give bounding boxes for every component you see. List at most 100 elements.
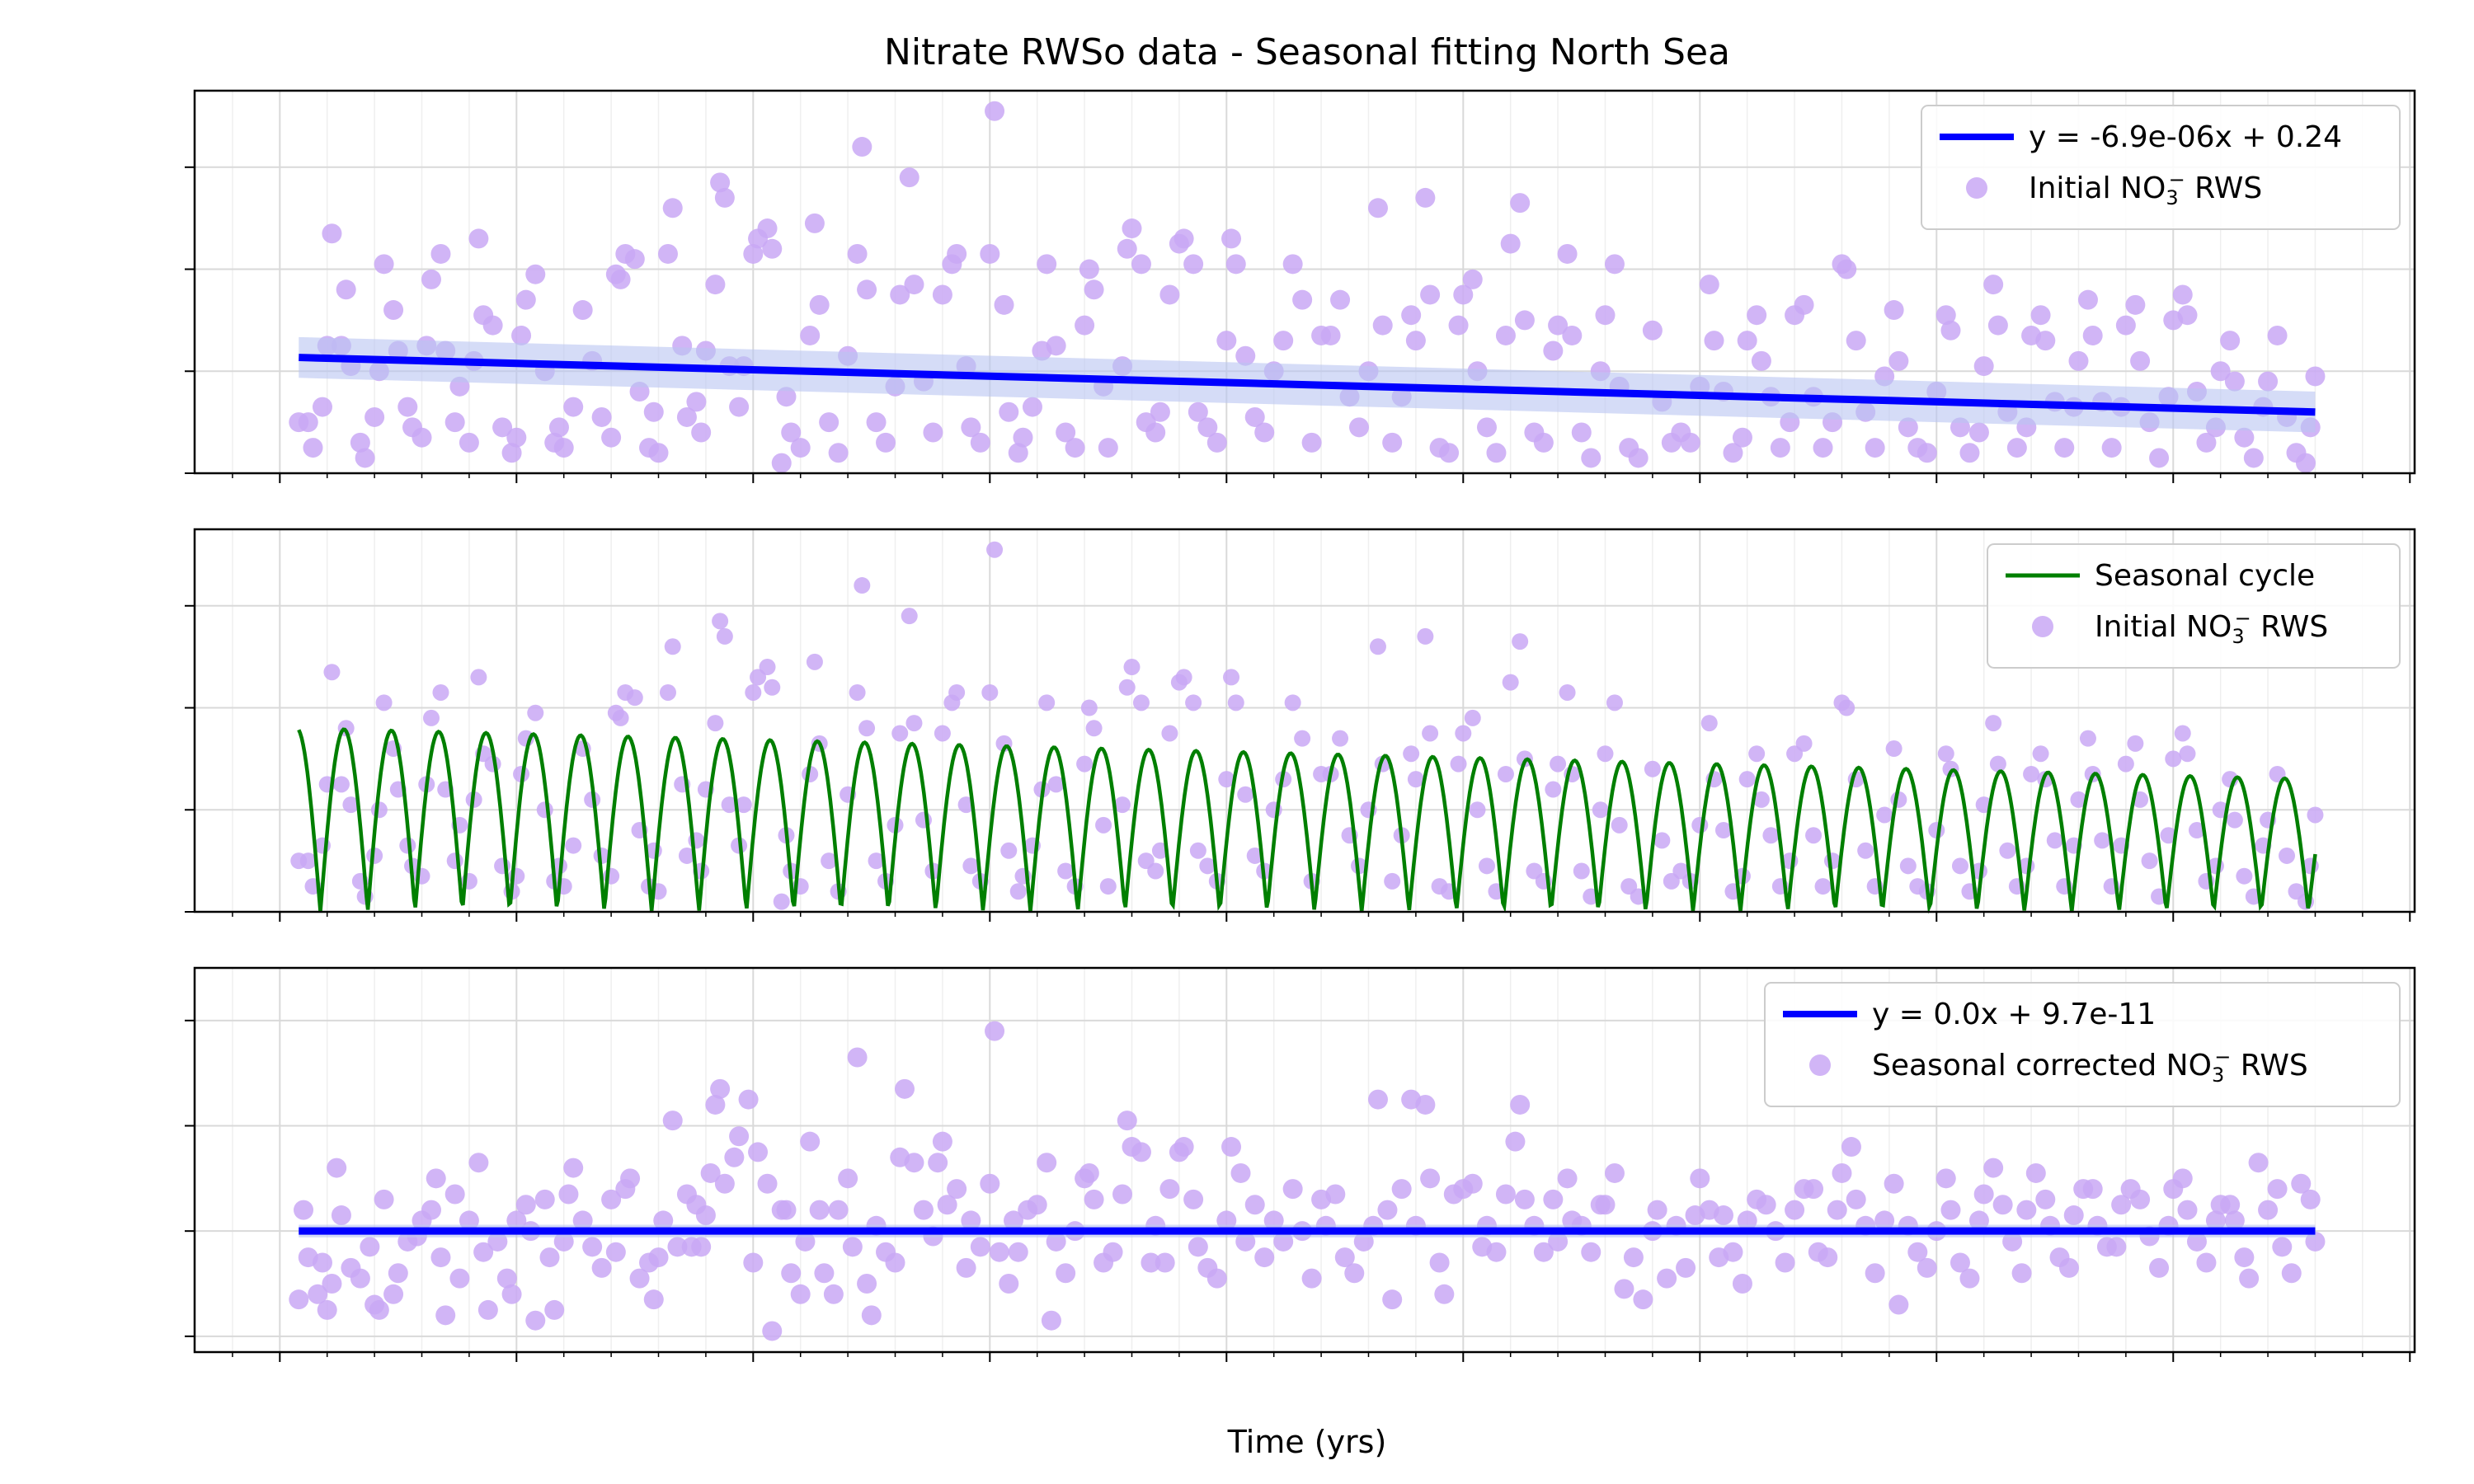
data-point bbox=[1805, 827, 1823, 844]
data-point bbox=[691, 1237, 712, 1257]
axes-frame bbox=[193, 966, 2416, 1354]
data-point bbox=[738, 1089, 759, 1110]
data-point bbox=[1642, 320, 1663, 340]
data-point bbox=[2160, 827, 2177, 844]
data-point bbox=[626, 689, 643, 707]
data-point bbox=[525, 264, 546, 284]
data-point bbox=[1422, 725, 1439, 742]
data-point bbox=[904, 275, 924, 295]
data-point bbox=[1131, 254, 1151, 275]
data-point bbox=[1973, 356, 1994, 377]
data-point bbox=[2094, 832, 2111, 849]
data-point bbox=[806, 653, 823, 670]
data-point bbox=[743, 243, 764, 264]
data-point bbox=[553, 438, 574, 458]
data-point bbox=[712, 613, 729, 630]
legend-label: Seasonal corrected NO3− RWS bbox=[1872, 1045, 2308, 1087]
data-point bbox=[2300, 1189, 2321, 1209]
data-point bbox=[565, 837, 582, 854]
data-point bbox=[828, 1200, 849, 1220]
data-point bbox=[1076, 755, 1094, 773]
data-point bbox=[1785, 1200, 1805, 1220]
data-point bbox=[1084, 1189, 1104, 1209]
data-point bbox=[1403, 745, 1420, 763]
data-point bbox=[582, 1237, 603, 1257]
data-point bbox=[388, 1263, 408, 1284]
data-point bbox=[1117, 238, 1137, 259]
data-point bbox=[894, 1078, 915, 1099]
data-point bbox=[1804, 1179, 1824, 1200]
data-point bbox=[1391, 1179, 1412, 1200]
data-point bbox=[1478, 857, 1495, 875]
data-point bbox=[1188, 1237, 1208, 1257]
data-point bbox=[1762, 827, 1780, 844]
data-point bbox=[1206, 1268, 1227, 1289]
data-point bbox=[710, 172, 731, 193]
data-point bbox=[1647, 1200, 1667, 1220]
data-point bbox=[2177, 1200, 2198, 1220]
x-axis-label: Time (yrs) bbox=[1227, 1424, 1387, 1460]
data-point bbox=[422, 709, 440, 726]
data-point bbox=[444, 412, 465, 433]
data-point bbox=[2082, 1179, 2103, 1200]
data-point bbox=[1595, 305, 1616, 326]
data-point bbox=[847, 1047, 868, 1068]
data-point bbox=[1301, 1268, 1322, 1289]
data-point bbox=[449, 1268, 470, 1289]
data-point bbox=[430, 1247, 451, 1268]
data-point bbox=[1159, 1179, 1180, 1200]
data-point bbox=[1846, 331, 1866, 351]
data-point bbox=[890, 284, 910, 305]
data-point bbox=[691, 422, 712, 443]
data-point bbox=[643, 402, 664, 422]
data-point bbox=[473, 1242, 494, 1262]
data-point bbox=[1959, 443, 1980, 463]
data-point bbox=[970, 1237, 990, 1257]
data-point bbox=[1548, 315, 1569, 336]
data-point bbox=[501, 443, 522, 463]
data-point bbox=[1533, 432, 1554, 453]
data-point bbox=[1084, 279, 1104, 300]
data-point bbox=[1453, 284, 1474, 305]
data-point bbox=[294, 1200, 314, 1220]
data-point bbox=[2023, 765, 2040, 782]
seasonal-cycle-line bbox=[297, 727, 2317, 914]
data-point bbox=[2025, 1162, 2046, 1183]
data-point bbox=[350, 1268, 370, 1289]
data-point bbox=[1486, 443, 1507, 463]
data-point bbox=[999, 402, 1019, 422]
legend-label-text: y = 0.0x + 9.7e-11 bbox=[1872, 998, 2156, 1031]
data-point bbox=[757, 218, 778, 239]
data-point bbox=[1775, 1252, 1795, 1273]
data-point bbox=[686, 392, 707, 412]
data-point bbox=[1514, 310, 1535, 331]
data-point bbox=[1562, 325, 1583, 345]
data-point bbox=[2258, 1200, 2279, 1220]
data-point bbox=[2141, 852, 2158, 870]
data-point bbox=[999, 1274, 1019, 1294]
data-point bbox=[1983, 275, 2004, 295]
data-point bbox=[289, 1289, 309, 1310]
data-point bbox=[299, 852, 317, 870]
data-point bbox=[819, 412, 840, 433]
axes-frame bbox=[193, 89, 2416, 475]
data-point bbox=[2281, 1263, 2302, 1284]
data-point bbox=[1500, 233, 1521, 254]
data-point bbox=[1935, 305, 1956, 326]
data-point bbox=[1174, 228, 1194, 249]
data-point bbox=[1085, 720, 1103, 737]
data-point bbox=[2307, 806, 2324, 824]
data-point bbox=[1254, 422, 1275, 443]
data-point bbox=[899, 167, 920, 188]
data-point bbox=[303, 438, 323, 458]
data-point bbox=[1197, 417, 1218, 438]
data-point bbox=[1814, 878, 1832, 895]
data-point bbox=[1008, 1242, 1028, 1262]
data-point bbox=[1114, 796, 1131, 814]
data-point bbox=[838, 1168, 858, 1189]
data-point bbox=[1832, 1162, 1852, 1183]
data-point bbox=[781, 422, 802, 443]
data-point bbox=[1112, 1184, 1133, 1205]
data-point bbox=[1057, 862, 1075, 880]
data-point bbox=[322, 223, 342, 244]
